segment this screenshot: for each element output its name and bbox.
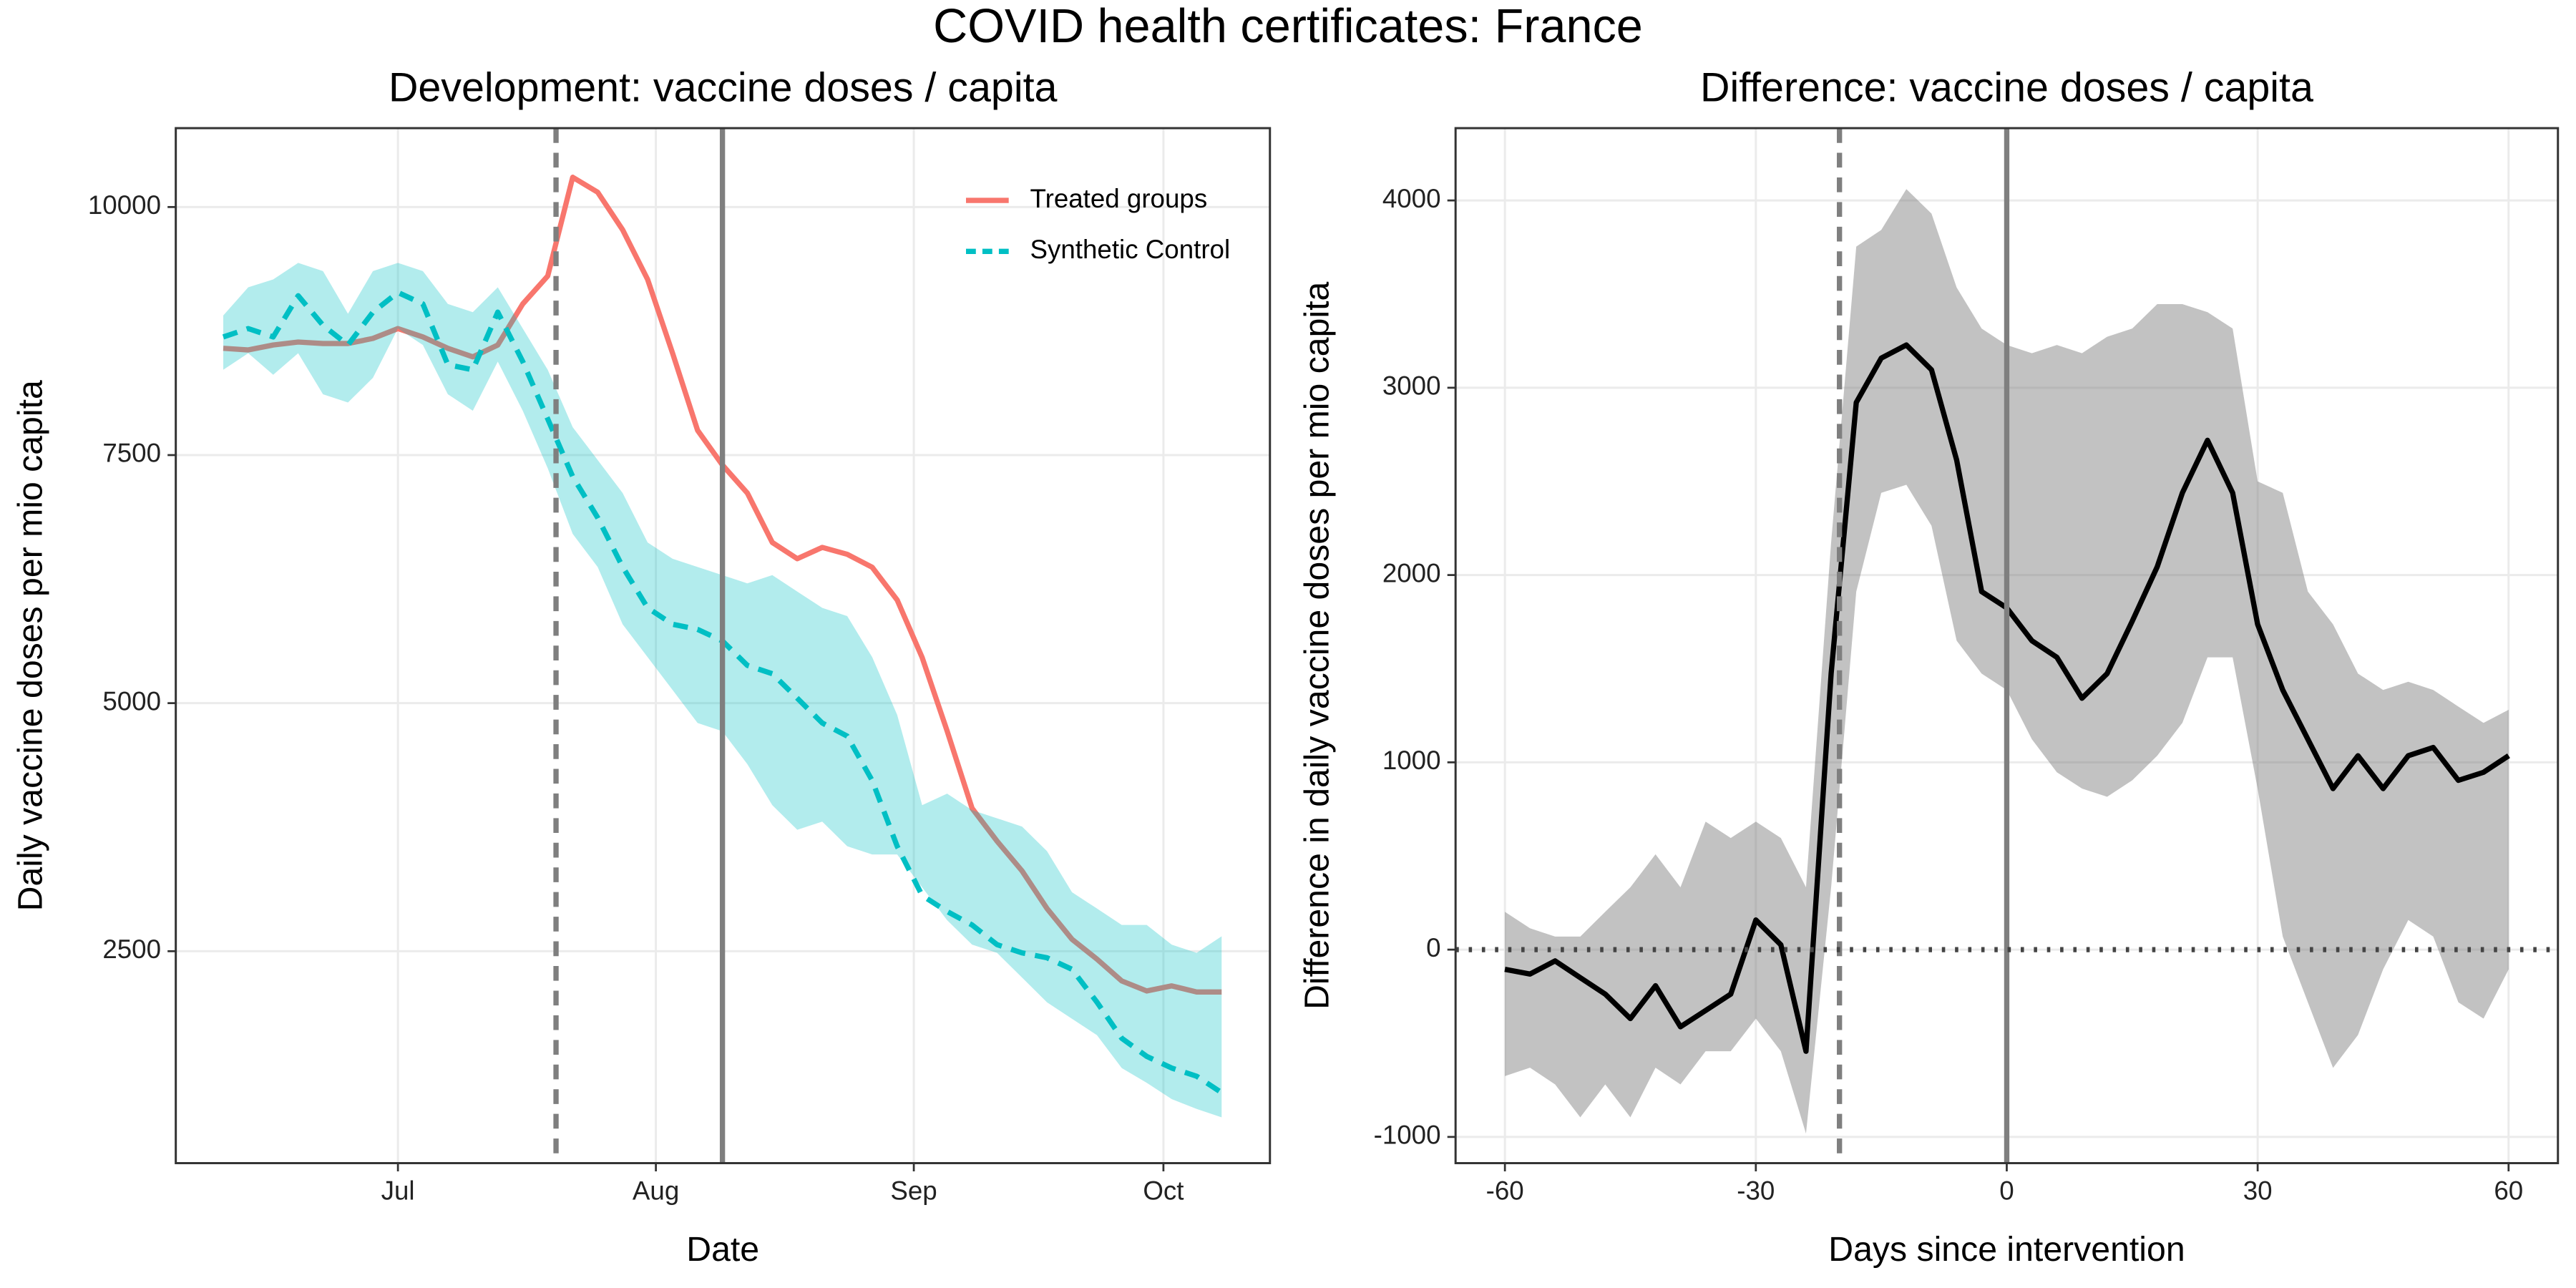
panel-border [1454, 127, 2560, 1165]
panel-border [175, 127, 1272, 1165]
y-axis-label: Difference in daily vaccine doses per mi… [1297, 281, 1336, 1009]
x-tick-label: Aug [633, 1176, 679, 1206]
x-tick-label: 60 [2494, 1176, 2523, 1206]
x-tick-label: 30 [2243, 1176, 2273, 1206]
y-tick-label: 10000 [88, 190, 161, 220]
y-tick-label: 0 [1426, 933, 1440, 962]
x-tick-label: Jul [381, 1176, 415, 1206]
y-tick-label: 4000 [1382, 184, 1441, 213]
x-tick-label: -60 [1486, 1176, 1524, 1206]
panel-title: Development: vaccine doses / capita [389, 64, 1058, 110]
y-tick-label: 2000 [1382, 558, 1441, 587]
x-axis-label: Date [686, 1230, 759, 1269]
main-title: COVID health certificates: France [933, 0, 1643, 53]
y-tick-label: 1000 [1382, 746, 1441, 775]
x-tick-label: 0 [1999, 1176, 2014, 1206]
x-tick-label: Sep [890, 1176, 937, 1206]
y-tick-label: 3000 [1382, 371, 1441, 401]
y-axis-label: Daily vaccine doses per mio capita [11, 380, 50, 911]
x-tick-label: Oct [1143, 1176, 1184, 1206]
y-tick-label: 7500 [102, 439, 161, 468]
y-tick-label: 5000 [102, 686, 161, 716]
x-axis-label: Days since intervention [1828, 1230, 2185, 1269]
legend-label: Synthetic Control [1030, 235, 1231, 264]
legend-label: Treated groups [1030, 184, 1208, 213]
panel-title: Difference: vaccine doses / capita [1700, 64, 2313, 110]
x-tick-label: -30 [1737, 1176, 1775, 1206]
y-tick-label: -1000 [1374, 1121, 1441, 1150]
y-tick-label: 2500 [102, 935, 161, 964]
